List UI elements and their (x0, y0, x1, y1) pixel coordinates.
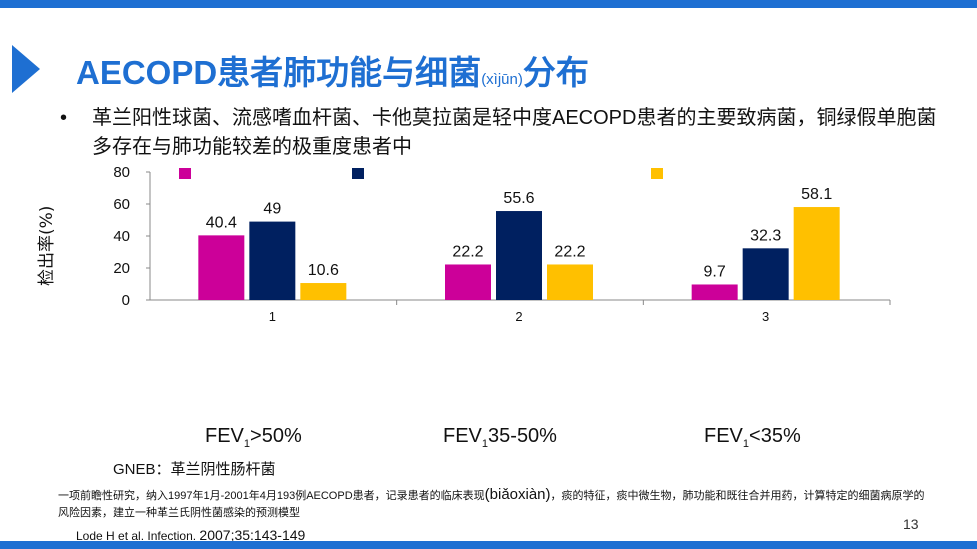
bullet-point: • 革兰阳性球菌、流感嗜血杆菌、卡他莫拉菌是轻中度AECOPD患者的主要致病菌，铜… (60, 104, 940, 162)
bar (198, 235, 245, 300)
y-tick-label: 0 (122, 292, 130, 309)
bullet-text: 革兰阳性球菌、流感嗜血杆菌、卡他莫拉菌是轻中度AECOPD患者的主要致病菌，铜绿… (92, 107, 937, 158)
y-axis-label: 检出率(%) (37, 206, 57, 286)
citation: Lode H et al. Infection. 2007;35:143-149 (76, 527, 306, 543)
group-label-1: FEV1>50% (205, 425, 302, 450)
title-main: AECOPD患者肺功能与细菌 (76, 54, 482, 91)
data-label: 9.7 (704, 263, 726, 280)
bullet-dot: • (60, 107, 68, 129)
slide-title: AECOPD患者肺功能与细菌(xìjūn)分布 (76, 46, 589, 94)
legend-swatch (651, 168, 663, 179)
bar (445, 264, 491, 300)
bar (249, 221, 296, 300)
group-label-3: FEV1<35% (704, 425, 801, 450)
abbreviation-note: GNEB：革兰阴性肠杆菌 (113, 461, 276, 478)
x-tick-label: 2 (515, 309, 522, 324)
bottom-bar (0, 541, 977, 549)
data-label: 55.6 (503, 190, 534, 207)
y-tick-label: 80 (113, 164, 130, 181)
data-label: 22.2 (452, 243, 483, 260)
group-label-2: FEV135-50% (443, 425, 557, 450)
bar (300, 283, 347, 300)
bar (691, 284, 738, 300)
data-label: 10.6 (308, 262, 339, 279)
study-note: 一项前瞻性研究，纳入1997年1月-2001年4月193例AECOPD患者，记录… (58, 486, 925, 519)
triangle-icon (12, 45, 40, 93)
x-tick-label: 3 (762, 309, 769, 324)
legend-swatch (179, 168, 191, 179)
x-tick-label: 1 (269, 309, 276, 324)
data-label: 40.4 (206, 214, 237, 231)
bar (547, 264, 593, 300)
bar (496, 211, 542, 300)
y-tick-label: 60 (113, 196, 130, 213)
y-tick-label: 40 (113, 228, 130, 245)
data-label: 22.2 (554, 243, 585, 260)
y-tick-label: 20 (113, 260, 130, 277)
data-label: 49 (263, 201, 281, 218)
page-number: 13 (903, 516, 919, 532)
data-label: 32.3 (750, 227, 781, 244)
bar (793, 207, 840, 300)
legend-swatch (352, 168, 364, 179)
title-pinyin: (xìjūn) (481, 71, 523, 88)
data-label: 58.1 (801, 186, 832, 203)
top-bar (0, 0, 977, 8)
title-tail: 分布 (522, 54, 589, 91)
bar (742, 248, 789, 300)
